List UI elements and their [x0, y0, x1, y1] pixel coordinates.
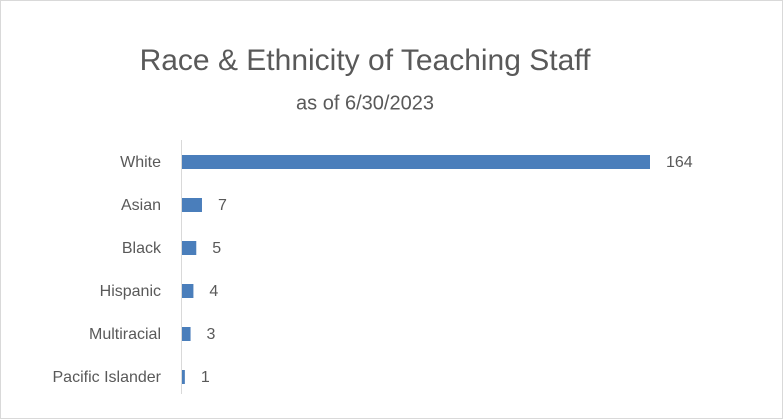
data-label: 4 — [209, 283, 218, 300]
y-tick-label: Pacific Islander — [53, 369, 162, 386]
bar — [182, 198, 202, 212]
y-tick-label: White — [120, 154, 161, 171]
data-label: 3 — [207, 326, 216, 343]
bar — [182, 155, 650, 169]
bar — [182, 327, 191, 341]
bar — [182, 284, 194, 298]
data-label: 7 — [218, 197, 227, 214]
chart-title: Race & Ethnicity of Teaching Staff — [140, 44, 591, 77]
bar — [182, 241, 197, 255]
y-tick-label: Black — [122, 240, 162, 257]
y-tick-label: Multiracial — [89, 326, 161, 343]
data-label: 1 — [201, 369, 210, 386]
y-tick-label: Asian — [121, 197, 161, 214]
bar — [182, 370, 185, 384]
data-label: 164 — [666, 154, 693, 171]
y-tick-label: Hispanic — [100, 283, 161, 300]
data-label: 5 — [212, 240, 221, 257]
chart-subtitle: as of 6/30/2023 — [296, 92, 434, 114]
